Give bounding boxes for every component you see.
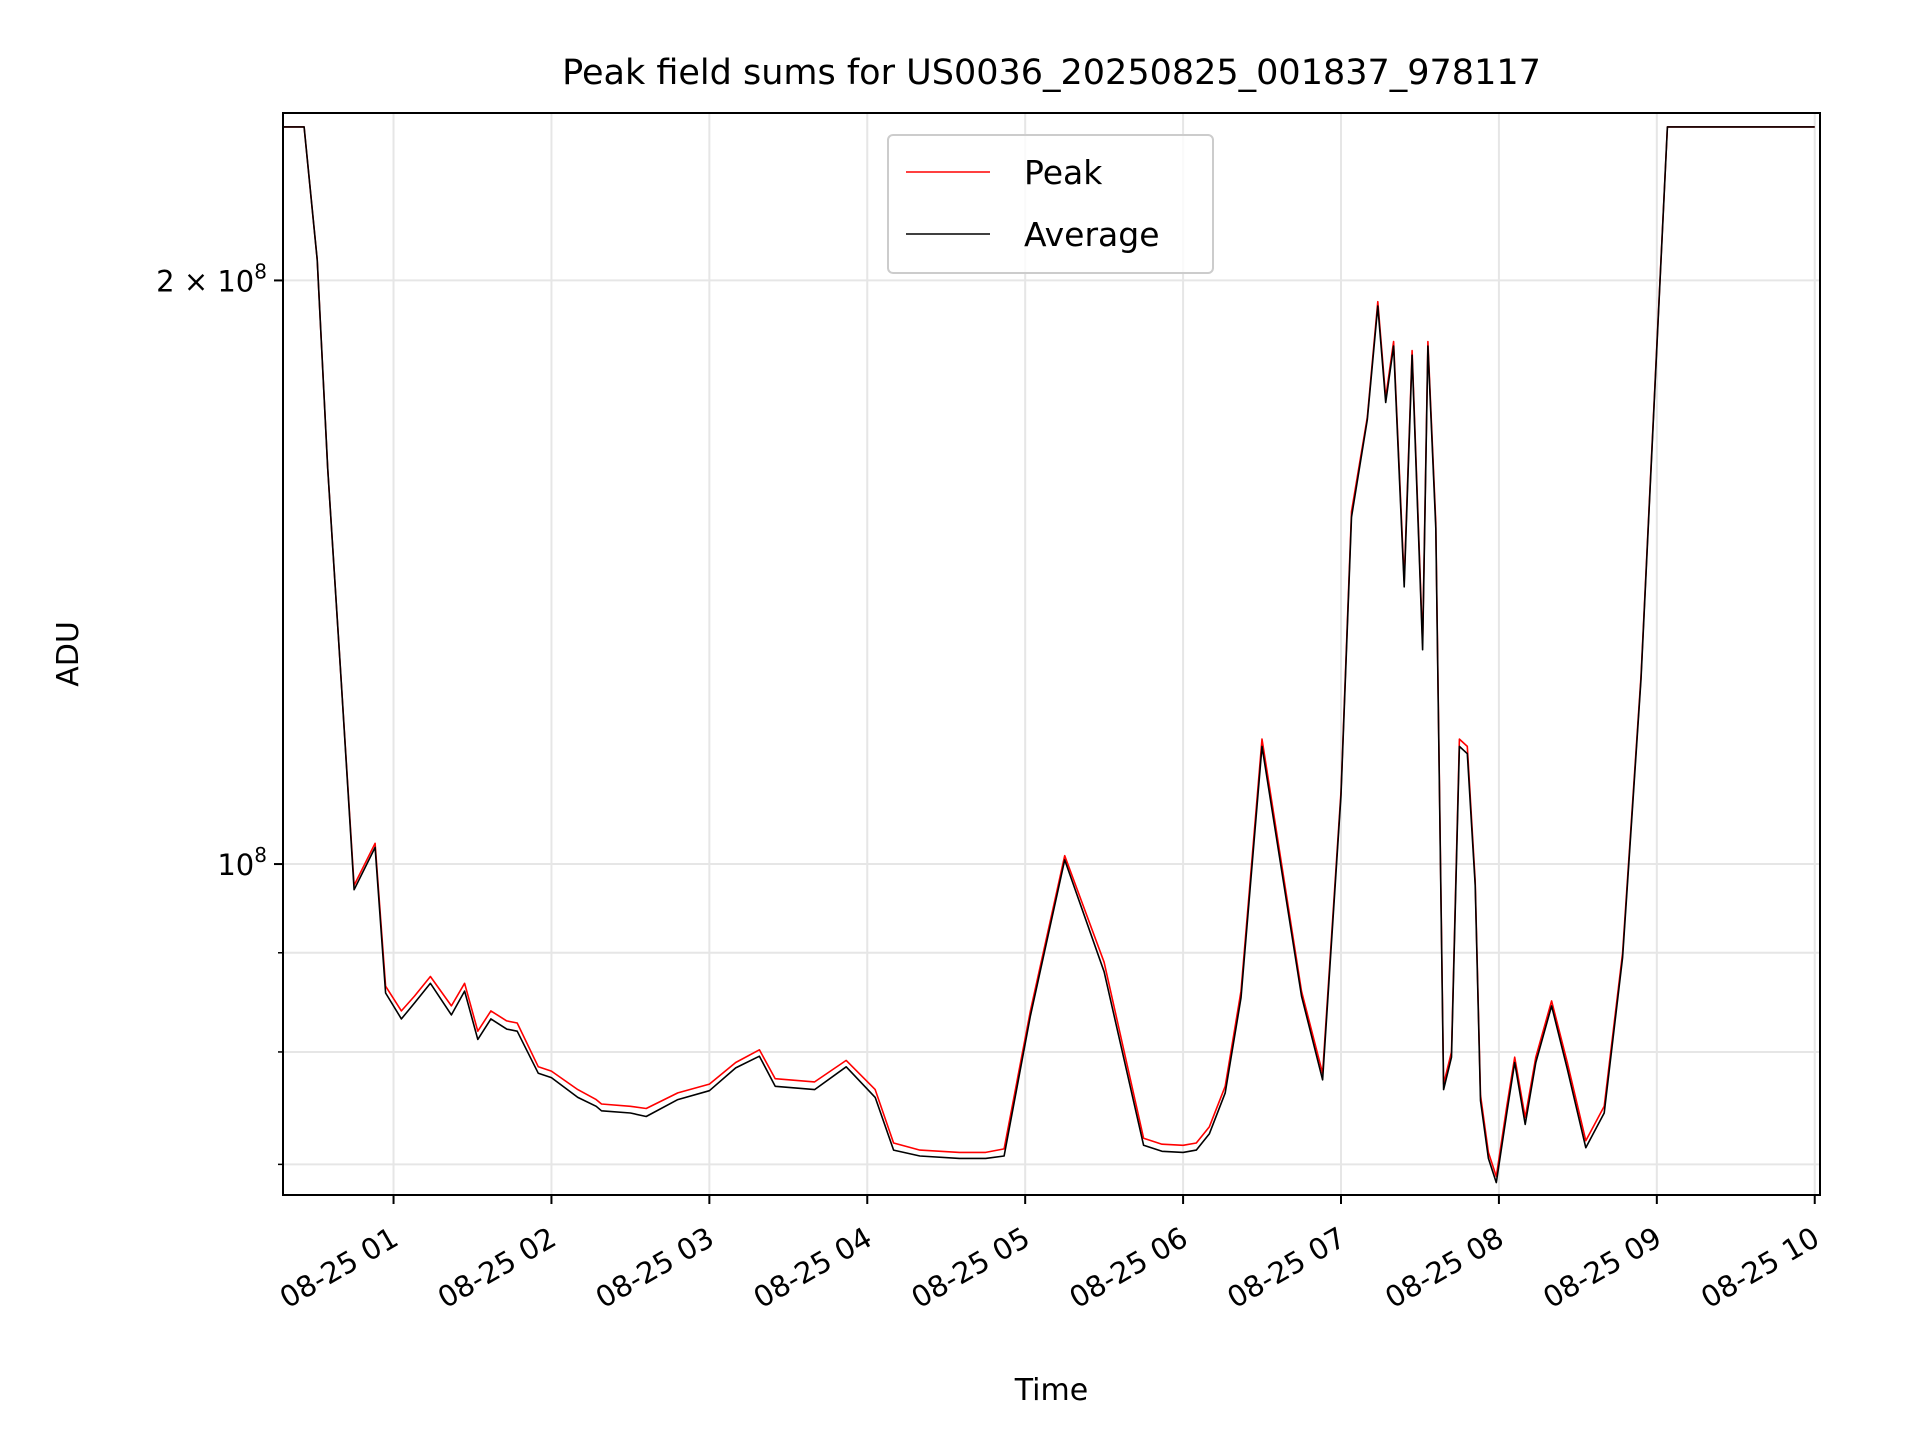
chart-title: Peak field sums for US0036_20250825_0018… bbox=[562, 53, 1541, 93]
grid bbox=[283, 113, 1820, 1195]
y-tick-label: 108 bbox=[217, 843, 267, 882]
y-tick-label: 2 × 108 bbox=[156, 259, 267, 298]
y-axis-label: ADU bbox=[51, 621, 86, 687]
plot-frame bbox=[282, 112, 1821, 1196]
legend-label-peak: Peak bbox=[1024, 153, 1103, 192]
series-line-average bbox=[283, 126, 1815, 1184]
legend: Peak Average bbox=[887, 134, 1214, 274]
legend-label-average: Average bbox=[1024, 215, 1160, 254]
series-line-peak bbox=[283, 126, 1815, 1178]
x-axis-label: Time bbox=[1014, 1373, 1088, 1408]
legend-box bbox=[887, 134, 1214, 274]
series-layer bbox=[283, 126, 1815, 1184]
